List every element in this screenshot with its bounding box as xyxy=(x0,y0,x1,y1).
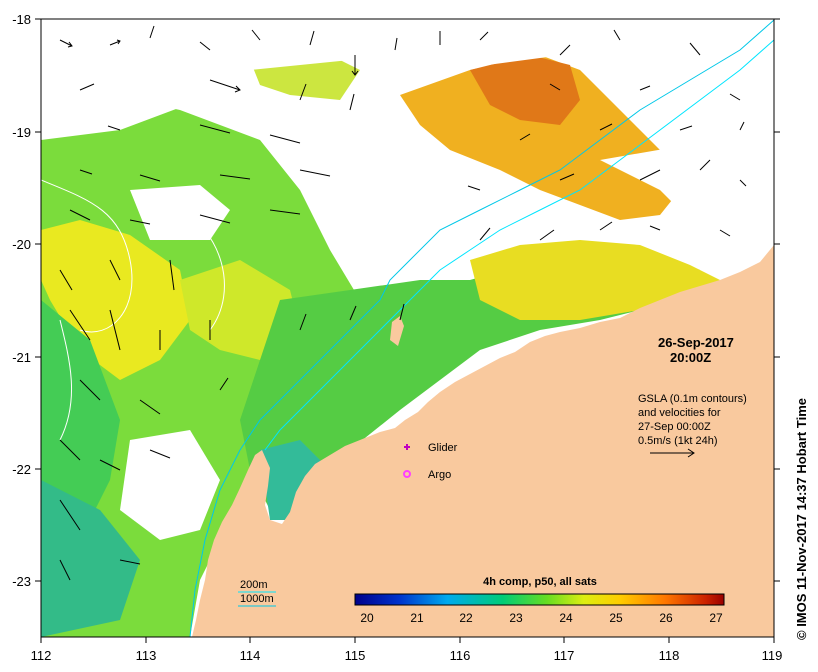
velocity-arrows xyxy=(59,25,747,581)
glider-label: Glider xyxy=(428,442,458,454)
sst-patch-sw-teal xyxy=(41,480,140,637)
contour-gsla-3 xyxy=(179,209,225,331)
lon-tick-label: 112 xyxy=(31,648,52,663)
lon-tick-label: 114 xyxy=(240,648,261,663)
axis-ticks xyxy=(35,18,780,643)
gsla-note-line1: GSLA (0.1m contours) xyxy=(638,393,747,405)
glider-marker xyxy=(404,444,410,450)
map-date: 26-Sep-2017 xyxy=(658,335,734,350)
gsla-note-line3: 27-Sep 00:00Z xyxy=(638,421,711,433)
colorbar-gradient xyxy=(354,593,725,606)
lon-tick-label: 115 xyxy=(345,648,366,663)
sst-patch-warm-core xyxy=(470,55,580,125)
velocity-scale-arrow xyxy=(650,448,695,458)
credit-text: © IMOS 11-Nov-2017 14:37 Hobart Time xyxy=(794,398,809,640)
cloud-gap-2 xyxy=(130,185,230,240)
velocity-scale-label: 0.5m/s (1kt 24h) xyxy=(638,435,717,447)
contour-200m xyxy=(264,39,774,451)
colorbar-tick-label: 27 xyxy=(709,611,723,625)
colorbar-tick-label: 24 xyxy=(559,611,573,625)
lon-tick-label: 113 xyxy=(136,648,157,663)
lat-tick-label: -21 xyxy=(12,350,31,365)
sst-patch-teal-south xyxy=(260,440,330,520)
contour-1000m xyxy=(189,19,774,637)
lat-tick-label: -20 xyxy=(12,237,31,252)
lon-tick-label: 116 xyxy=(450,648,471,663)
colorbar-tick-label: 26 xyxy=(659,611,673,625)
sst-field xyxy=(41,19,774,637)
colorbar-tick-label: 22 xyxy=(459,611,473,625)
contour-gsla-2 xyxy=(59,319,73,441)
cloud-gap-6 xyxy=(41,70,250,140)
colorbar-tick-label: 25 xyxy=(609,611,623,625)
colorbar-tick-label: 23 xyxy=(509,611,523,625)
argo-label: Argo xyxy=(428,469,451,481)
cloud-gap-5 xyxy=(120,430,220,540)
argo-marker xyxy=(403,470,411,478)
lat-tick-label: -22 xyxy=(12,462,31,477)
colorbar-title: 4h comp, p50, all sats xyxy=(483,576,597,588)
cloud-gap-3 xyxy=(41,19,774,85)
sst-patch-ne-yellow xyxy=(470,240,720,320)
lat-tick-label: -19 xyxy=(12,125,31,140)
lat-tick-label: -23 xyxy=(12,574,31,589)
legend-1000m-label: 1000m xyxy=(240,593,274,605)
contour-gsla-1 xyxy=(41,179,133,333)
land-mass xyxy=(192,245,774,637)
lat-tick-label: -18 xyxy=(12,12,31,27)
sst-patch-ne-orange xyxy=(400,55,680,220)
cloud-gap-4 xyxy=(600,130,774,250)
lat-tick-labels: -18 -19 -20 -21 -22 -23 xyxy=(12,12,31,589)
lon-tick-label: 119 xyxy=(762,648,783,663)
gsla-note-line2: and velocities for xyxy=(638,407,721,419)
map-time: 20:00Z xyxy=(670,350,711,365)
cloud-gap-1 xyxy=(300,120,420,260)
lon-tick-labels: 112 113 114 115 116 117 118 119 xyxy=(31,648,783,663)
plot-border xyxy=(40,18,775,638)
legend-200m-label: 200m xyxy=(240,579,268,591)
colorbar-tick-label: 21 xyxy=(410,611,424,625)
colorbar-tick-label: 20 xyxy=(360,611,374,625)
lon-tick-label: 118 xyxy=(659,648,680,663)
colorbar: 4h comp, p50, all sats 20 21 22 23 24 25… xyxy=(354,576,725,625)
island xyxy=(390,316,404,346)
lon-tick-label: 117 xyxy=(554,648,575,663)
